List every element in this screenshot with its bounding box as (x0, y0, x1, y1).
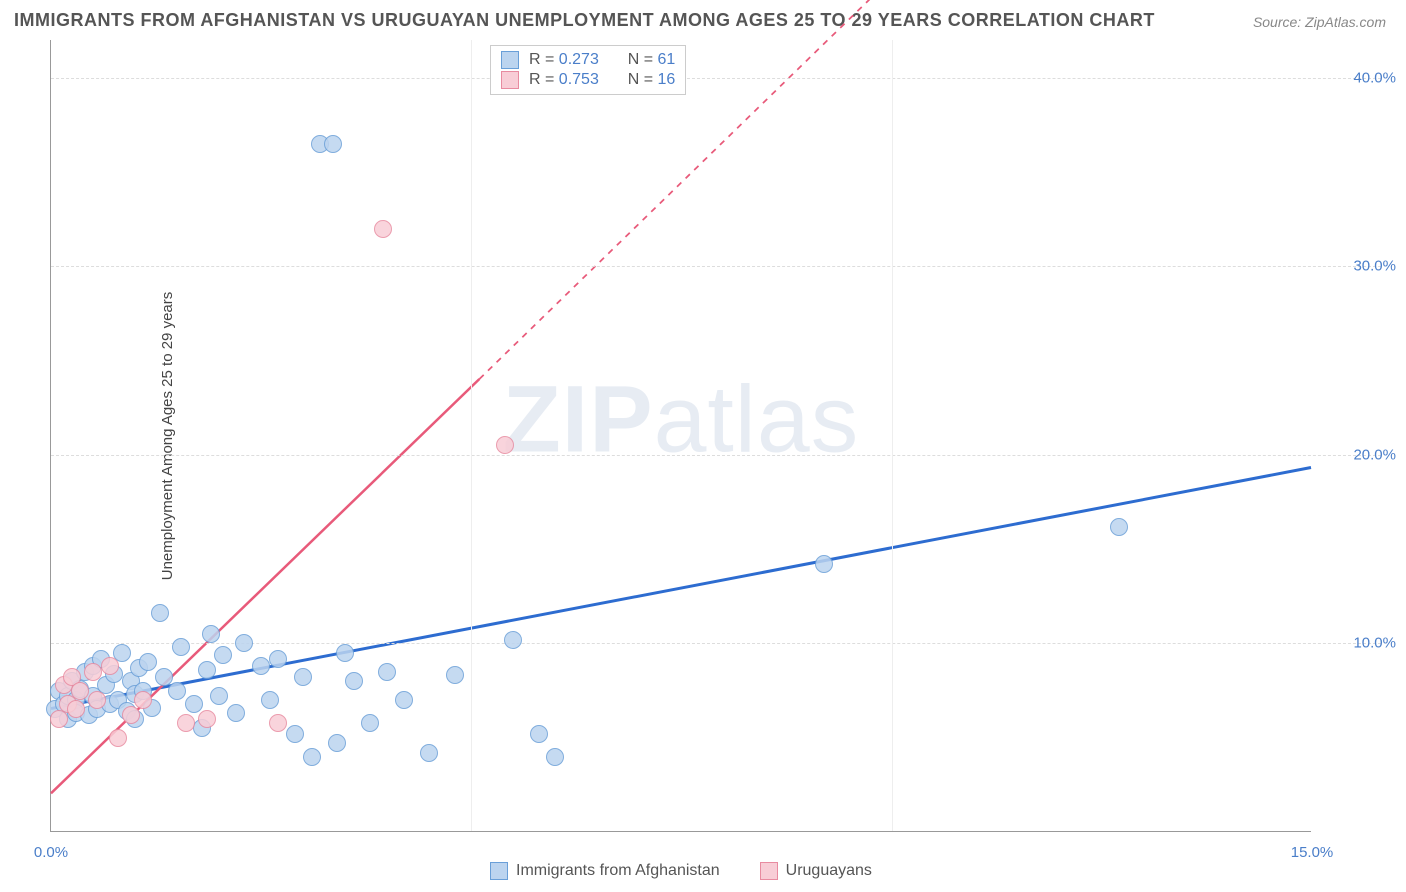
data-point-afghanistan (151, 604, 169, 622)
legend-swatch-icon (760, 862, 778, 880)
data-point-afghanistan (546, 748, 564, 766)
data-point-afghanistan (328, 734, 346, 752)
legend-swatch-icon (501, 51, 519, 69)
corr-r-label: R = 0.273 (529, 51, 599, 69)
gridline-horizontal (51, 266, 1381, 267)
data-point-uruguayans (374, 220, 392, 238)
data-point-afghanistan (286, 725, 304, 743)
plot-area: Unemployment Among Ages 25 to 29 years Z… (50, 40, 1311, 832)
data-point-uruguayans (71, 682, 89, 700)
series-legend: Immigrants from Afghanistan Uruguayans (490, 862, 872, 880)
gridline-vertical (892, 40, 893, 831)
data-point-afghanistan (227, 704, 245, 722)
data-point-uruguayans (134, 691, 152, 709)
chart-title: IMMIGRANTS FROM AFGHANISTAN VS URUGUAYAN… (14, 10, 1155, 31)
data-point-afghanistan (168, 682, 186, 700)
data-point-afghanistan (420, 744, 438, 762)
data-point-afghanistan (294, 668, 312, 686)
data-point-afghanistan (172, 638, 190, 656)
x-tick-label: 0.0% (34, 844, 68, 861)
data-point-uruguayans (177, 714, 195, 732)
corr-n-label: N = 61 (628, 51, 676, 69)
data-point-afghanistan (345, 672, 363, 690)
gridline-vertical (471, 40, 472, 831)
correlation-chart: IMMIGRANTS FROM AFGHANISTAN VS URUGUAYAN… (0, 0, 1406, 892)
data-point-afghanistan (202, 625, 220, 643)
data-point-afghanistan (504, 631, 522, 649)
data-point-afghanistan (185, 695, 203, 713)
data-point-afghanistan (1110, 518, 1128, 536)
source-attribution: Source: ZipAtlas.com (1253, 14, 1386, 30)
data-point-afghanistan (252, 657, 270, 675)
data-point-afghanistan (269, 650, 287, 668)
data-point-afghanistan (210, 687, 228, 705)
y-tick-label: 30.0% (1326, 258, 1396, 275)
data-point-afghanistan (198, 661, 216, 679)
x-tick-label: 15.0% (1291, 844, 1334, 861)
data-point-uruguayans (198, 710, 216, 728)
data-point-uruguayans (122, 706, 140, 724)
legend-label: Uruguayans (786, 862, 872, 880)
legend-label: Immigrants from Afghanistan (516, 862, 720, 880)
data-point-uruguayans (269, 714, 287, 732)
legend-item-uruguayans: Uruguayans (760, 862, 872, 880)
gridline-horizontal (51, 78, 1381, 79)
data-point-afghanistan (235, 634, 253, 652)
data-point-afghanistan (336, 644, 354, 662)
data-point-uruguayans (496, 436, 514, 454)
corr-legend-row-afghanistan: R = 0.273 N = 61 (501, 50, 675, 70)
data-point-uruguayans (101, 657, 119, 675)
y-tick-label: 20.0% (1326, 446, 1396, 463)
data-point-afghanistan (261, 691, 279, 709)
data-point-afghanistan (139, 653, 157, 671)
corr-legend-row-uruguayans: R = 0.753 N = 16 (501, 70, 675, 90)
legend-item-afghanistan: Immigrants from Afghanistan (490, 862, 720, 880)
data-point-afghanistan (324, 135, 342, 153)
data-point-afghanistan (303, 748, 321, 766)
legend-swatch-icon (490, 862, 508, 880)
data-point-afghanistan (378, 663, 396, 681)
data-point-afghanistan (361, 714, 379, 732)
gridline-horizontal (51, 455, 1381, 456)
data-point-uruguayans (88, 691, 106, 709)
trend-line-afghanistan (51, 468, 1311, 709)
legend-swatch-icon (501, 71, 519, 89)
data-point-afghanistan (395, 691, 413, 709)
corr-r-label: R = 0.753 (529, 71, 599, 89)
correlation-legend: R = 0.273 N = 61R = 0.753 N = 16 (490, 45, 686, 95)
data-point-afghanistan (446, 666, 464, 684)
data-point-afghanistan (530, 725, 548, 743)
data-point-uruguayans (84, 663, 102, 681)
corr-n-label: N = 16 (628, 71, 676, 89)
data-point-afghanistan (214, 646, 232, 664)
y-tick-label: 40.0% (1326, 69, 1396, 86)
data-point-afghanistan (815, 555, 833, 573)
data-point-uruguayans (109, 729, 127, 747)
data-point-uruguayans (67, 700, 85, 718)
y-tick-label: 10.0% (1326, 635, 1396, 652)
